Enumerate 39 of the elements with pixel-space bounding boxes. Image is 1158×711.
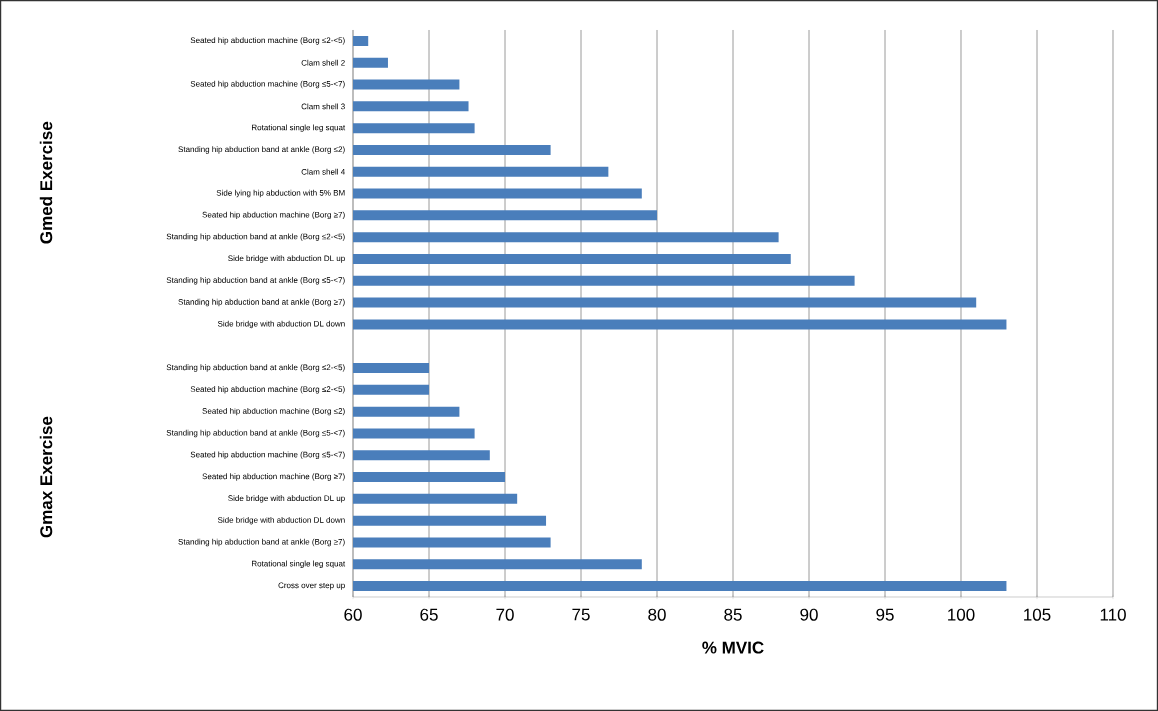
x-tick-label: 80	[648, 608, 666, 621]
y-tick-label: Seated hip abduction machine (Borg ≥7)	[202, 211, 345, 220]
y-tick-label: Seated hip abduction machine (Borg ≥7)	[202, 473, 345, 481]
y-tick-label: Seated hip abduction machine (Borg ≤2-<5)	[190, 37, 345, 45]
y-tick-label: Standing hip abduction band at ankle (Borg ≤2)	[178, 146, 345, 154]
y-tick-label: Clam shell 4	[301, 168, 345, 175]
y-tick-label: Side lying hip abduction with 5% BM	[216, 189, 345, 198]
y-tick-label: Seated hip abduction machine (Borg ≤5-<7)	[190, 451, 345, 459]
y-tick-label: Side bridge with abduction DL down	[217, 320, 345, 329]
x-tick-label: 105	[1024, 608, 1051, 621]
x-tick-label: 95	[876, 608, 894, 621]
y-tick-label: Seated hip abduction machine (Borg ≤2)	[202, 407, 345, 416]
x-tick-label: 70	[496, 608, 514, 621]
y-tick-label: Standing hip abduction band at ankle (Borg ≤2-<5)	[166, 364, 345, 372]
x-tick-label: 75	[572, 608, 590, 621]
x-tick-label: 60	[344, 608, 362, 621]
y-tick-label: Clam shell 3	[301, 103, 345, 110]
x-tick-label: 110	[1100, 608, 1126, 621]
text: Gmed Exercise	[39, 121, 53, 244]
x-tick-label: 65	[420, 608, 438, 621]
y-tick-label: Side bridge with abduction DL down	[217, 516, 345, 525]
y-tick-label: Seated hip abduction machine (Borg ≤5-<7)	[190, 80, 345, 89]
y-tick-label: Clam shell 2	[301, 59, 345, 66]
x-tick-label: 100	[948, 608, 975, 621]
y-tick-label: Side bridge with abduction DL up	[228, 495, 345, 503]
y-tick-label: Standing hip abduction band at ankle (Borg ≤5-<7)	[166, 277, 345, 285]
y-tick-label: Cross over step up	[278, 582, 345, 590]
y-tick-label: Rotational single leg squat	[252, 560, 346, 569]
y-tick-label: Standing hip abduction band at ankle (Borg ≤2-<5)	[166, 233, 345, 241]
y-tick-label: Rotational single leg squat	[252, 124, 346, 132]
y-tick-label: Seated hip abduction machine (Borg ≤2-<5)	[190, 386, 345, 394]
x-axis-title: % MVIC	[702, 641, 764, 654]
text: Gmax Exercise	[39, 416, 53, 538]
x-tick-label: 85	[724, 608, 742, 621]
x-tick-label: 90	[800, 608, 818, 621]
y-tick-label: Side bridge with abduction DL up	[228, 255, 345, 263]
y-tick-label: Standing hip abduction band at ankle (Borg ≥7)	[178, 298, 345, 307]
y-tick-label: Standing hip abduction band at ankle (Borg ≥7)	[178, 538, 345, 547]
y-tick-label: Standing hip abduction band at ankle (Borg ≤5-<7)	[166, 429, 345, 438]
